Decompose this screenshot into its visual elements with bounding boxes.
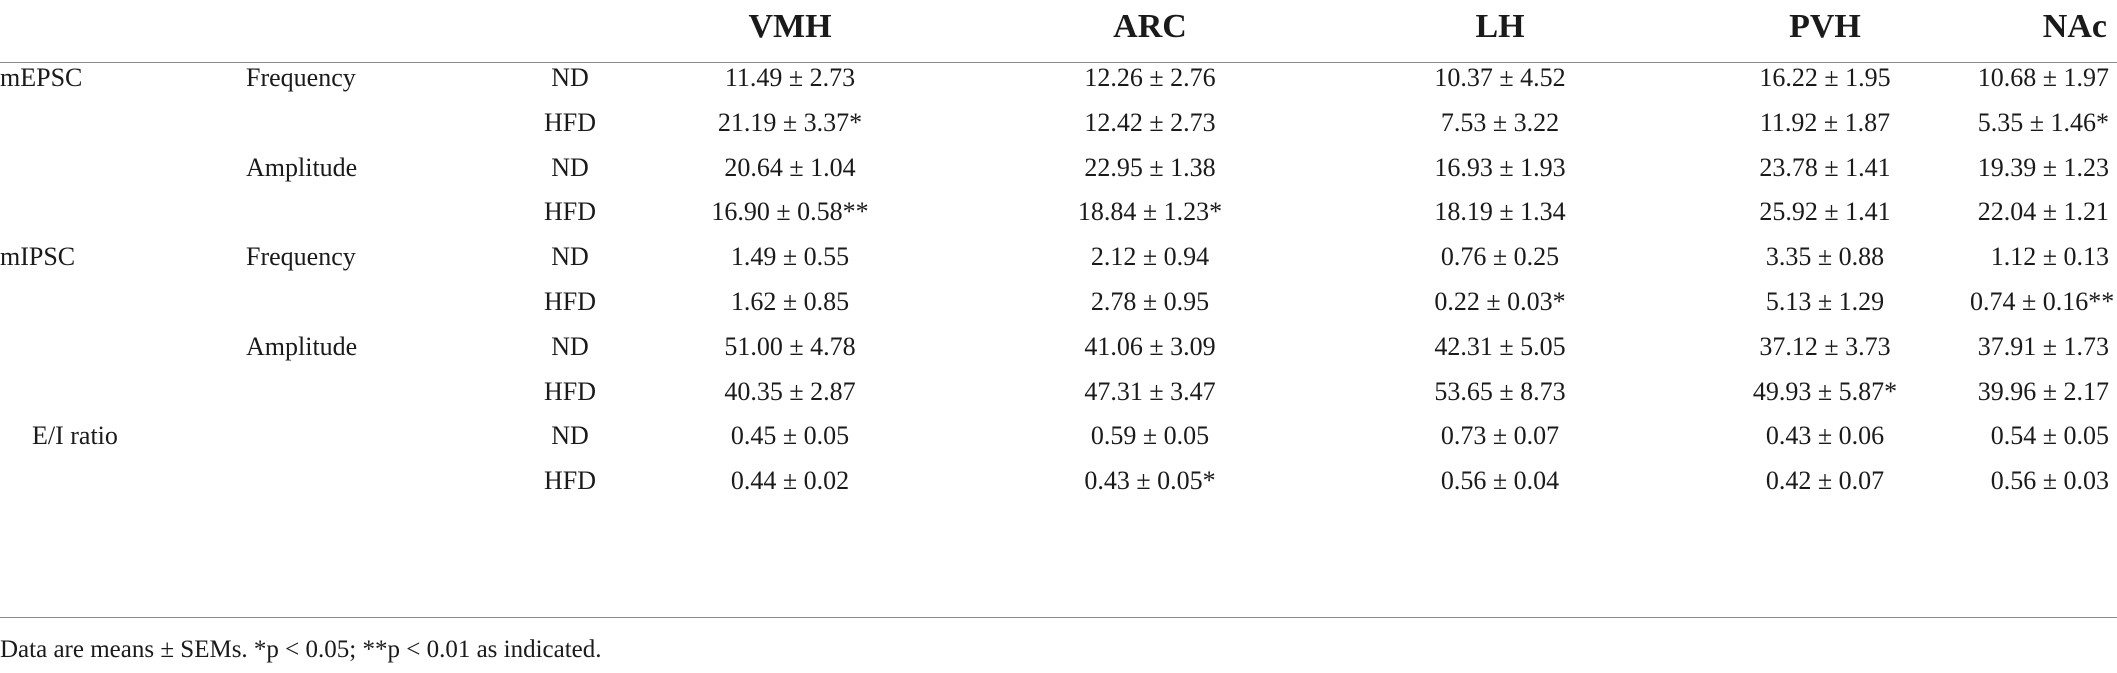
value-nac: 0.56 ± 0.03 <box>1990 466 2109 496</box>
value-arc: 12.26 ± 2.76 <box>1084 63 1216 92</box>
value-arc: 47.31 ± 3.47 <box>1084 376 1216 406</box>
value-lh: 53.65 ± 8.73 <box>1434 376 1566 406</box>
value-arc: 22.95 ± 1.38 <box>1084 152 1216 182</box>
value-arc: 0.43 ± 0.05* <box>1084 466 1216 496</box>
parameter-label: Amplitude <box>246 152 358 182</box>
value-arc: 0.59 ± 0.05 <box>1090 421 1210 451</box>
value-nac: 39.96 ± 2.17 <box>1977 376 2109 406</box>
value-pvh: 25.92 ± 1.41 <box>1759 197 1891 227</box>
measure-label: E/I ratio <box>32 421 118 451</box>
table-row: E/I ratio ND 0.45 ± 0.05 0.59 ± 0.05 0.7… <box>0 410 2117 462</box>
value-lh: 0.56 ± 0.04 <box>1440 466 1560 496</box>
value-vmh: 51.00 ± 4.78 <box>724 331 856 361</box>
value-vmh: 20.64 ± 1.04 <box>724 152 856 182</box>
value-arc: 2.78 ± 0.95 <box>1090 287 1210 316</box>
parameter-label: Frequency <box>246 63 356 92</box>
group-label: ND <box>551 421 589 451</box>
group-label: HFD <box>543 287 596 316</box>
group-label: HFD <box>543 197 596 227</box>
table-row: HFD 21.19 ± 3.37* 12.42 ± 2.73 7.53 ± 3.… <box>0 97 2117 149</box>
table-row: Amplitude ND 20.64 ± 1.04 22.95 ± 1.38 1… <box>0 142 2117 194</box>
value-pvh: 3.35 ± 0.88 <box>1765 242 1885 272</box>
column-header-lh: LH <box>1475 8 1525 45</box>
parameter-label: Frequency <box>246 242 356 272</box>
group-label: HFD <box>543 466 596 496</box>
value-vmh: 0.45 ± 0.05 <box>730 421 850 451</box>
column-header-pvh: PVH <box>1789 8 1861 45</box>
value-nac: 1.12 ± 0.13 <box>1990 242 2109 272</box>
value-lh: 0.73 ± 0.07 <box>1440 421 1560 451</box>
value-pvh: 0.42 ± 0.07 <box>1765 466 1885 496</box>
value-vmh: 11.49 ± 2.73 <box>724 63 856 92</box>
table-row: Amplitude ND 51.00 ± 4.78 41.06 ± 3.09 4… <box>0 321 2117 373</box>
value-pvh: 5.13 ± 1.29 <box>1765 287 1885 316</box>
value-lh: 0.22 ± 0.03* <box>1434 287 1566 316</box>
value-pvh: 0.43 ± 0.06 <box>1765 421 1885 451</box>
value-lh: 7.53 ± 3.22 <box>1440 107 1560 137</box>
group-label: ND <box>551 331 589 361</box>
value-arc: 18.84 ± 1.23* <box>1077 197 1223 227</box>
table-footnote: Data are means ± SEMs. *p < 0.05; **p < … <box>0 636 602 663</box>
value-nac: 10.68 ± 1.97 <box>1977 63 2109 92</box>
table-row: mEPSC Frequency ND 11.49 ± 2.73 12.26 ± … <box>0 52 2117 104</box>
value-arc: 12.42 ± 2.73 <box>1084 107 1216 137</box>
value-pvh: 23.78 ± 1.41 <box>1759 152 1891 182</box>
value-pvh: 16.22 ± 1.95 <box>1759 63 1891 92</box>
bottom-rule <box>0 617 2117 618</box>
value-nac: 0.54 ± 0.05 <box>1990 421 2109 451</box>
table-row: HFD 1.62 ± 0.85 2.78 ± 0.95 0.22 ± 0.03*… <box>0 276 2117 328</box>
value-arc: 41.06 ± 3.09 <box>1084 331 1216 361</box>
value-nac: 0.74 ± 0.16** <box>1970 287 2115 316</box>
value-vmh: 1.62 ± 0.85 <box>730 287 850 316</box>
top-rule <box>0 62 2117 63</box>
value-nac: 19.39 ± 1.23 <box>1977 152 2109 182</box>
value-vmh: 16.90 ± 0.58** <box>711 197 869 227</box>
group-label: ND <box>551 152 589 182</box>
measure-label: mEPSC <box>0 63 83 92</box>
value-lh: 10.37 ± 4.52 <box>1434 63 1566 92</box>
measure-label: mIPSC <box>0 242 76 272</box>
group-label: ND <box>551 63 589 92</box>
value-pvh: 37.12 ± 3.73 <box>1759 331 1891 361</box>
value-lh: 18.19 ± 1.34 <box>1434 197 1566 227</box>
value-lh: 0.76 ± 0.25 <box>1440 242 1560 272</box>
column-header-arc: ARC <box>1113 8 1187 45</box>
table-row: HFD 16.90 ± 0.58** 18.84 ± 1.23* 18.19 ±… <box>0 186 2117 238</box>
value-vmh: 21.19 ± 3.37* <box>717 107 863 137</box>
group-label: ND <box>551 242 589 272</box>
table-row: HFD 40.35 ± 2.87 47.31 ± 3.47 53.65 ± 8.… <box>0 366 2117 418</box>
value-nac: 37.91 ± 1.73 <box>1977 331 2109 361</box>
value-lh: 16.93 ± 1.93 <box>1434 152 1566 182</box>
value-pvh: 11.92 ± 1.87 <box>1759 107 1891 137</box>
value-lh: 42.31 ± 5.05 <box>1434 331 1566 361</box>
value-vmh: 0.44 ± 0.02 <box>730 466 850 496</box>
column-header-nac: NAc <box>2042 8 2107 45</box>
value-nac: 5.35 ± 1.46* <box>1977 107 2109 137</box>
value-vmh: 1.49 ± 0.55 <box>730 242 850 272</box>
column-header-vmh: VMH <box>748 8 832 45</box>
group-label: HFD <box>543 376 596 406</box>
value-nac: 22.04 ± 1.21 <box>1977 197 2109 227</box>
group-label: HFD <box>543 107 596 137</box>
value-arc: 2.12 ± 0.94 <box>1090 242 1210 272</box>
table-row: mIPSC Frequency ND 1.49 ± 0.55 2.12 ± 0.… <box>0 231 2117 283</box>
parameter-label: Amplitude <box>246 331 358 361</box>
value-vmh: 40.35 ± 2.87 <box>724 376 856 406</box>
value-pvh: 49.93 ± 5.87* <box>1752 376 1898 406</box>
table-row: HFD 0.44 ± 0.02 0.43 ± 0.05* 0.56 ± 0.04… <box>0 455 2117 507</box>
